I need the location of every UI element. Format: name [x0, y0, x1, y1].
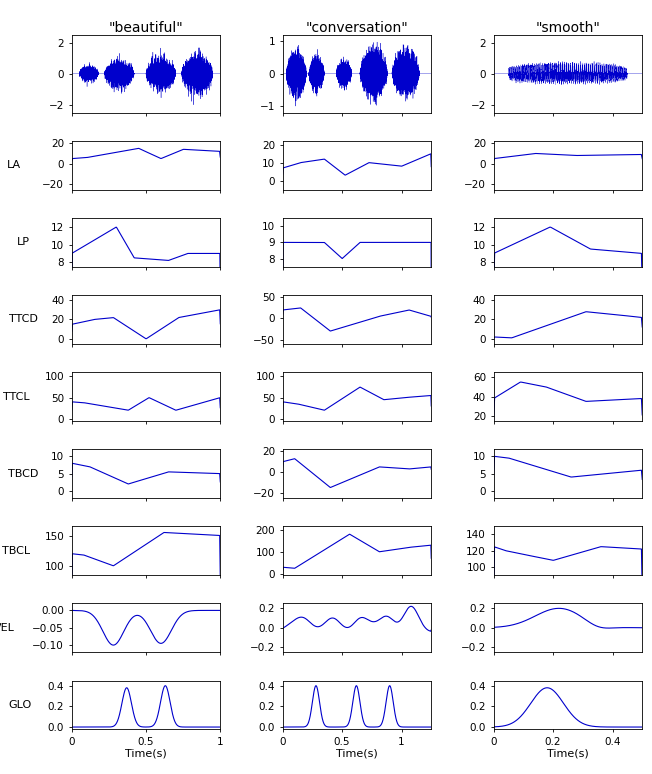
- Y-axis label: LP: LP: [16, 238, 29, 248]
- X-axis label: Time(s): Time(s): [336, 748, 378, 759]
- Y-axis label: TBCD: TBCD: [8, 468, 38, 478]
- Y-axis label: VEL: VEL: [0, 623, 15, 633]
- Y-axis label: TTCL: TTCL: [3, 392, 30, 402]
- Title: "conversation": "conversation": [306, 21, 408, 35]
- Y-axis label: LA: LA: [7, 160, 22, 170]
- Y-axis label: TTCD: TTCD: [8, 314, 38, 324]
- Title: "beautiful": "beautiful": [109, 21, 183, 35]
- X-axis label: Time(s): Time(s): [125, 748, 167, 759]
- Y-axis label: TBCL: TBCL: [3, 546, 31, 556]
- X-axis label: Time(s): Time(s): [547, 748, 589, 759]
- Y-axis label: GLO: GLO: [8, 700, 31, 710]
- Title: "smooth": "smooth": [535, 21, 600, 35]
